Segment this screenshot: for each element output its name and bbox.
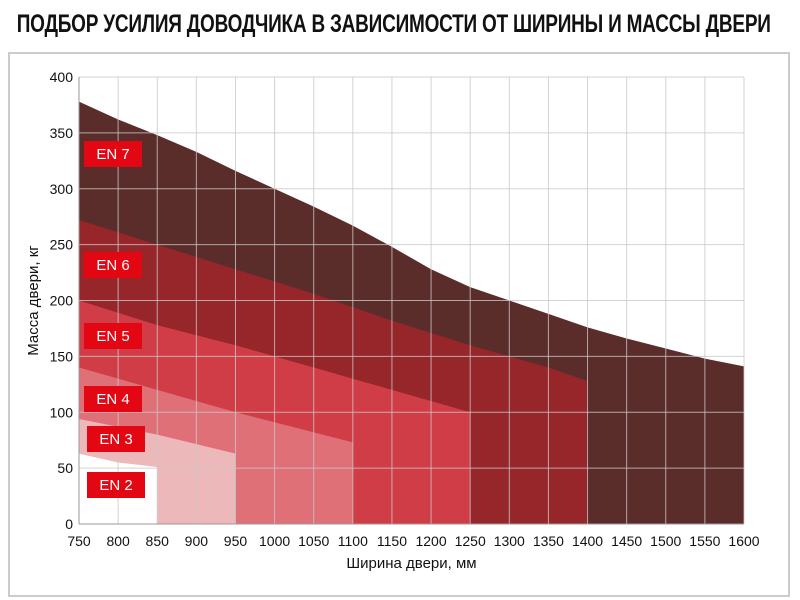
x-tick-label: 1300: [494, 533, 525, 549]
x-axis-label: Ширина двери, мм: [346, 555, 476, 572]
x-tick-label: 850: [146, 533, 170, 549]
x-tick-label: 1500: [650, 533, 681, 549]
y-tick-label: 0: [65, 516, 73, 532]
y-tick-label: 350: [50, 125, 74, 141]
x-tick-label: 1350: [533, 533, 564, 549]
series-label: EN 6: [96, 257, 129, 274]
x-tick-label: 1600: [728, 533, 759, 549]
x-tick-label: 1250: [455, 533, 486, 549]
y-axis-label: Масса двери, кг: [25, 245, 42, 356]
x-tick-label: 1550: [689, 533, 720, 549]
series-label: EN 3: [99, 431, 132, 448]
x-tick-label: 900: [185, 533, 209, 549]
x-tick-label: 950: [224, 533, 248, 549]
series-label-bg: [84, 141, 142, 167]
chart-title: ПОДБОР УСИЛИЯ ДОВОДЧИКА В ЗАВИСИМОСТИ ОТ…: [16, 10, 771, 38]
series-label: EN 7: [96, 146, 129, 163]
y-tick-label: 100: [50, 404, 74, 420]
series-label-bg: [87, 426, 145, 452]
series-label: EN 2: [99, 477, 132, 494]
chart-frame: [8, 52, 790, 597]
x-tick-label: 750: [67, 533, 91, 549]
x-tick-label: 1450: [611, 533, 642, 549]
y-tick-label: 400: [50, 69, 74, 85]
x-tick-label: 1050: [298, 533, 329, 549]
series-label-bg: [84, 323, 142, 349]
x-tick-label: 1100: [338, 533, 368, 549]
series-label-bg: [84, 386, 142, 412]
x-tick-label: 1150: [377, 533, 407, 549]
y-tick-label: 250: [50, 237, 74, 253]
series-label: EN 4: [96, 391, 129, 408]
series-label-bg: [84, 252, 142, 278]
x-tick-label: 800: [106, 533, 130, 549]
x-tick-label: 1200: [415, 533, 446, 549]
series-label-bg: [87, 472, 145, 498]
y-tick-label: 150: [50, 348, 74, 364]
x-tick-label: 1400: [572, 533, 603, 549]
y-tick-label: 200: [50, 293, 74, 309]
y-tick-label: 300: [50, 181, 74, 197]
series-label: EN 5: [96, 328, 129, 345]
y-tick-label: 50: [57, 460, 73, 476]
x-tick-label: 1000: [259, 533, 290, 549]
